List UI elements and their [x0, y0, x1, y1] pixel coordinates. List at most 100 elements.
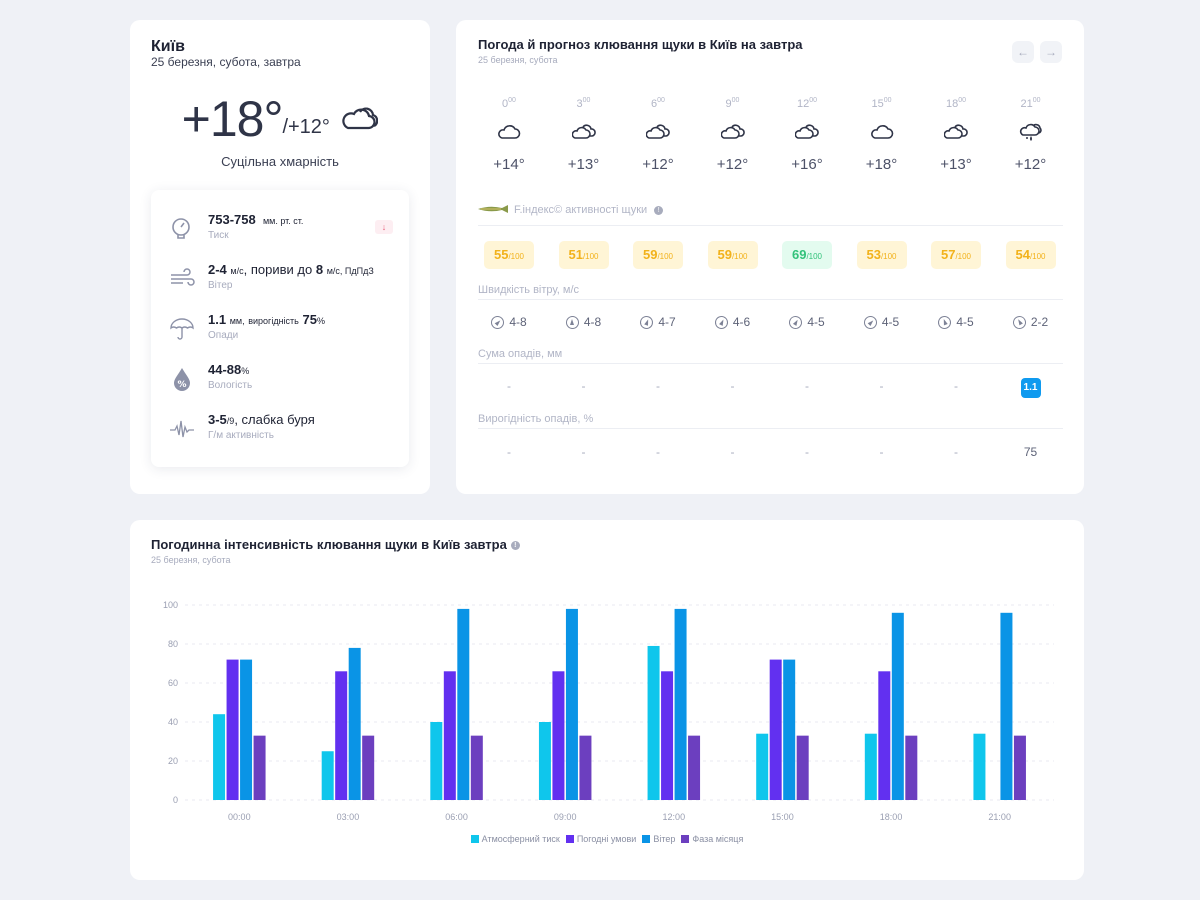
- wind-direction-icon: [638, 314, 656, 332]
- precip-sum-cell: -: [581, 379, 586, 393]
- legend-label: Погодні умови: [576, 834, 637, 844]
- activity-index-badge: 57/100: [931, 241, 981, 269]
- rain-cloud-icon: [994, 110, 1068, 150]
- hour-temperature: +14°: [493, 156, 525, 173]
- partly-cloudy-icon: [621, 110, 695, 150]
- bar-вітер: [1000, 612, 1013, 800]
- legend-item[interactable]: Фаза місяця: [681, 834, 743, 844]
- geomagnetic-label: Г/м активність: [208, 430, 274, 441]
- temp-min: /+12°: [282, 115, 330, 138]
- hour-temperature: +18°: [865, 156, 898, 173]
- wind-gust-value: 8: [315, 262, 324, 277]
- partly-cloudy-icon: [696, 110, 770, 150]
- prev-day-button[interactable]: ←: [1012, 41, 1034, 63]
- bar-вітер: [783, 659, 796, 800]
- wind-speed-cell: 4-6: [696, 314, 770, 332]
- bar-атмосферний-тиск: [430, 722, 443, 800]
- hour-column: 1800 +13°: [919, 97, 993, 173]
- hour-column: 000 +14°: [472, 97, 546, 173]
- hour-column: 1200 +16°: [770, 97, 844, 173]
- wind-speed-cell: 4-5: [770, 313, 844, 332]
- humidity-label: Вологість: [208, 380, 253, 391]
- index-label: F.індекс© активності щуки: [514, 204, 648, 216]
- bar-атмосферний-тиск: [756, 733, 769, 800]
- activity-index-badge: 59/100: [633, 241, 683, 269]
- bar-атмосферний-тиск: [213, 714, 226, 800]
- bar-фаза-місяця: [1013, 735, 1026, 800]
- divider: [478, 299, 1063, 300]
- divider: [478, 225, 1063, 226]
- wind-direction-icon: [936, 314, 954, 332]
- x-tick-label: 15:00: [771, 812, 794, 822]
- x-tick-label: 21:00: [988, 812, 1011, 822]
- x-tick-label: 00:00: [228, 812, 251, 822]
- wind-direction-icon: [786, 313, 805, 332]
- cloudy-icon: [340, 106, 379, 137]
- bar-погодні-умови: [769, 659, 782, 800]
- hour-label: 1800: [945, 97, 967, 110]
- precip-sum-label: Сума опадів, мм: [478, 348, 563, 360]
- temperature-block: +18°/+12°: [130, 90, 430, 148]
- arrow-left-icon: ←: [1017, 45, 1029, 59]
- partly-cloudy-icon: [547, 110, 621, 150]
- hour-column: 300 +13°: [547, 97, 621, 173]
- hour-label: 900: [725, 97, 740, 110]
- legend-swatch: [470, 834, 479, 843]
- bite-intensity-bar-chart: 0 20 40 60 80 100 00:00 03:00 06:00 09:00 12:00 15:…: [163, 600, 1054, 822]
- wind-speed-cell: 4-5: [845, 313, 919, 333]
- summary-date: 25 березня, субота, завтра: [151, 55, 301, 69]
- divider: [478, 363, 1063, 364]
- info-icon[interactable]: !: [510, 541, 520, 551]
- bar-вітер: [674, 608, 687, 800]
- divider: [478, 428, 1063, 429]
- y-tick-label: 80: [168, 639, 178, 649]
- hour-label: 2100: [1020, 97, 1041, 110]
- legend-label: Атмосферний тиск: [481, 834, 560, 844]
- x-tick-label: 09:00: [554, 812, 577, 822]
- partly-cloudy-icon: [770, 110, 844, 150]
- wind-speed-cell: 4-5: [919, 314, 993, 332]
- geomagnetic-value: 3-5: [208, 412, 227, 427]
- precip-sum-cell: 1.1: [994, 378, 1068, 398]
- precip-prob-cell: 75: [1023, 445, 1038, 459]
- bar-фаза-місяця: [470, 735, 483, 800]
- legend-swatch: [681, 834, 690, 843]
- legend-label: Фаза місяця: [692, 834, 744, 844]
- precip-prob-cell: -: [507, 445, 511, 459]
- y-tick-label: 40: [168, 717, 178, 727]
- wind-speed-cell: 2-2: [994, 313, 1068, 332]
- precip-sum-cell: -: [879, 379, 884, 393]
- wind-speed-cell: 4-7: [621, 314, 695, 332]
- pressure-gauge-icon: [169, 216, 195, 242]
- humidity-drop-icon: %: [169, 366, 195, 392]
- legend-item[interactable]: Вітер: [642, 834, 675, 844]
- index-row-label: F.індекс© активності щуки !: [478, 204, 664, 216]
- activity-index-badge: 59/100: [707, 241, 758, 269]
- bar-атмосферний-тиск: [647, 645, 660, 800]
- bar-вітер: [348, 647, 361, 800]
- precip-prob-value: 75: [302, 312, 317, 327]
- umbrella-icon: [169, 316, 195, 342]
- hour-label: 000: [502, 97, 516, 110]
- hour-temperature: +13°: [567, 156, 600, 173]
- info-icon[interactable]: !: [654, 205, 664, 215]
- chart-title: Погодинна інтенсивність клювання щуки в …: [151, 537, 520, 552]
- wind-speed-cell: 4-8: [472, 313, 546, 333]
- legend-item[interactable]: Погодні умови: [565, 834, 637, 844]
- hour-temperature: +16°: [791, 156, 823, 173]
- today-summary-card: Київ 25 березня, субота, завтра +18°/+12…: [130, 20, 430, 494]
- legend-item[interactable]: Атмосферний тиск: [470, 834, 560, 844]
- bar-фаза-місяця: [253, 735, 266, 800]
- pressure-row: 753-758 мм. рт. ст. Тиск ↓: [151, 208, 409, 252]
- x-tick-label: 12:00: [663, 812, 686, 822]
- hour-temperature: +12°: [1014, 156, 1047, 173]
- precip-sum-cell: -: [656, 379, 660, 393]
- hour-label: 300: [576, 97, 591, 110]
- precip-sum-cell: -: [507, 379, 511, 393]
- bar-атмосферний-тиск: [321, 751, 334, 800]
- bar-фаза-місяця: [905, 735, 918, 800]
- hour-label: 1200: [796, 97, 818, 110]
- x-tick-label: 03:00: [337, 812, 360, 822]
- next-day-button[interactable]: →: [1040, 41, 1062, 63]
- bar-погодні-умови: [552, 671, 565, 800]
